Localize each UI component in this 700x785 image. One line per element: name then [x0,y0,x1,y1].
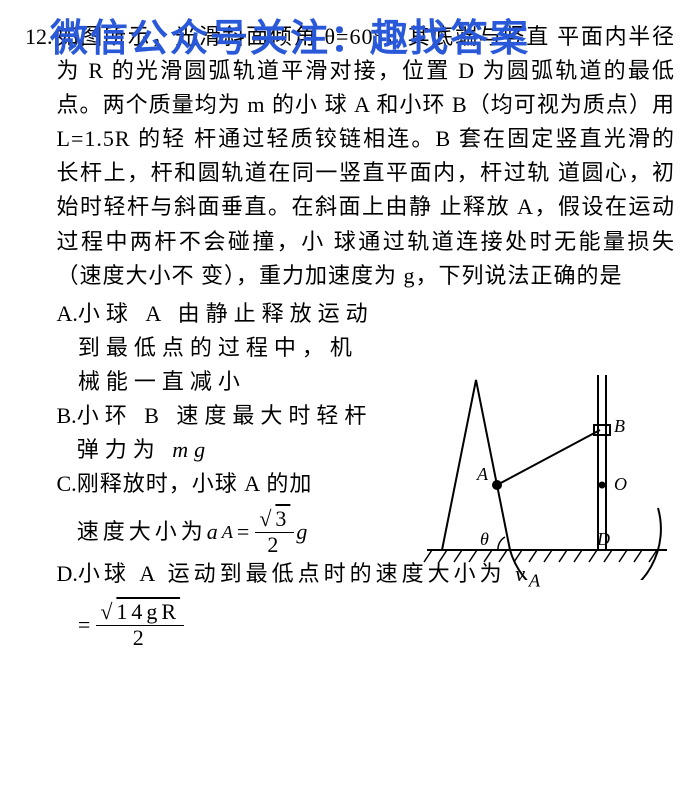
option-b-line: 小环 B 速度最大时轻杆 [77,399,377,433]
label-o: O [614,474,627,494]
problem-stem: 如图所示，光滑斜面倾角 θ=60°，其底端与竖直 平面内半径为 R 的光滑圆弧轨… [57,20,676,293]
frac-top: √3 [255,507,294,532]
equals: = [237,515,253,549]
stem-line: 杆通过轻质铰链相连。B 套在固定竖直光滑的 [194,126,675,151]
frac-top-d: √14gR [96,600,184,625]
sqrt-arg: 3 [275,506,290,531]
var-g: g [296,515,311,549]
label-theta: θ [480,529,489,549]
option-a-line: 到最低点的过程中，机 [78,331,378,365]
frac-bot-d: 2 [96,626,184,650]
stem-line: 变），重力加速度为 g，下列说法正确的是 [201,263,623,288]
option-a-line: 小球 A 由静止释放运动 [78,297,378,331]
option-d-equation: = √14gR 2 [78,600,675,649]
option-a-label: A. [57,297,78,331]
stem-line: 长杆上，杆和圆轨道在同一竖直平面内，杆过轨 [57,160,551,185]
var-a: a [207,515,222,549]
option-a-line: 械能一直减小 [78,365,378,399]
equals-d: = [78,608,94,642]
option-b-label: B. [57,399,77,433]
option-a-text: 小球 A 由静止释放运动 到最低点的过程中，机 械能一直减小 [78,297,378,399]
label-d: D [596,529,610,549]
problem-number: 12. [25,20,53,650]
option-c-label: C. [57,467,77,501]
fraction-d: √14gR 2 [96,600,184,649]
fraction-c: √3 2 [255,507,294,556]
sub-a: A [222,518,237,546]
option-b-line: 弹力为 mg [77,433,377,467]
option-b-frag: 弹力为 [77,437,173,462]
sqrt-arg-d: 14gR [116,599,180,624]
option-d-label: D. [57,557,78,591]
stem-line: 如图所示，光滑斜面倾角 θ=60°，其底端与竖直 [57,24,550,49]
label-b: B [614,416,625,436]
option-b-text: 小环 B 速度最大时轻杆 弹力为 mg [77,399,377,467]
physics-diagram: θ O D A B [422,370,672,580]
option-b-mg: mg [172,437,211,462]
label-a: A [476,464,489,484]
option-c-prefix: 速度大小为 [77,515,207,549]
frac-bot: 2 [255,533,294,557]
